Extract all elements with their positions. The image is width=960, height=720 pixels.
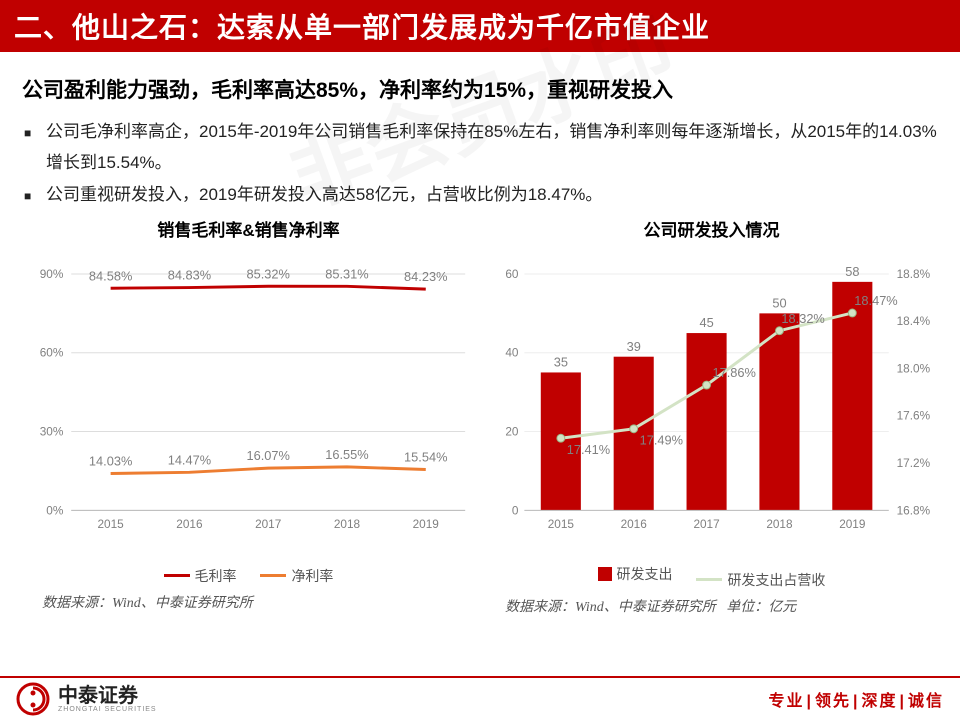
svg-text:2017: 2017 — [255, 517, 281, 531]
svg-text:16.55%: 16.55% — [325, 447, 368, 462]
bullet-item: 公司重视研发投入，2019年研发投入高达58亿元，占营收比例为18.47%。 — [24, 179, 938, 210]
chart-margin-rates: 销售毛利率&销售净利率 0% 30% 60% 90% 2015 2016 2017 2018 2… — [22, 216, 475, 616]
section-header: 二、他山之石：达索从单一部门发展成为千亿市值企业 — [0, 0, 960, 52]
svg-text:84.83%: 84.83% — [168, 268, 211, 283]
chart-title: 公司研发投入情况 — [485, 216, 938, 241]
svg-text:17.41%: 17.41% — [567, 442, 610, 457]
chart1-legend: 毛利率 净利率 — [22, 564, 475, 586]
svg-text:17.2%: 17.2% — [897, 456, 931, 470]
chart2-source: 数据来源：Wind、中泰证券研究所 单位：亿元 — [505, 596, 938, 616]
chart2-svg: 0 20 40 60 16.8% 17.2% 17.6% 18.0% 18.4% 18.8% 35 3… — [485, 247, 938, 557]
svg-text:2016: 2016 — [176, 517, 203, 531]
svg-text:2019: 2019 — [839, 517, 865, 531]
svg-text:2016: 2016 — [621, 517, 648, 531]
content: 公司盈利能力强劲，毛利率高达85%，净利率约为15%，重视研发投入 公司毛净利率… — [0, 52, 960, 616]
chart1-svg: 0% 30% 60% 90% 2015 2016 2017 2018 2019 84.58% 84.… — [22, 247, 475, 557]
brand-name-en: ZHONGTAI SECURITIES — [58, 706, 157, 713]
svg-text:20: 20 — [505, 425, 519, 439]
svg-text:35: 35 — [554, 355, 568, 370]
brand-name: 中泰证券 — [58, 686, 157, 706]
svg-text:18.4%: 18.4% — [897, 314, 931, 328]
chart1-source: 数据来源：Wind、中泰证券研究所 — [42, 592, 475, 612]
svg-text:2017: 2017 — [693, 517, 719, 531]
footer-slogan: 专业|领先|深度|诚信 — [768, 687, 944, 711]
svg-text:0%: 0% — [46, 504, 64, 518]
svg-text:60: 60 — [505, 267, 519, 281]
legend-line: 研发支出占营收 — [727, 570, 825, 590]
svg-text:18.8%: 18.8% — [897, 267, 931, 281]
legend-net: 净利率 — [291, 566, 333, 586]
svg-text:90%: 90% — [40, 267, 64, 281]
bullet-list: 公司毛净利率高企，2015年-2019年公司销售毛利率保持在85%左右，销售净利… — [22, 116, 938, 210]
svg-text:18.32%: 18.32% — [781, 311, 824, 326]
svg-text:39: 39 — [627, 339, 641, 354]
svg-text:58: 58 — [845, 264, 859, 279]
svg-text:16.07%: 16.07% — [246, 449, 289, 464]
svg-text:50: 50 — [772, 296, 786, 311]
logo-icon — [16, 682, 50, 716]
svg-text:17.86%: 17.86% — [712, 365, 755, 380]
svg-text:85.32%: 85.32% — [246, 267, 289, 282]
svg-text:16.8%: 16.8% — [897, 504, 931, 518]
svg-text:15.54%: 15.54% — [404, 450, 447, 465]
svg-text:2018: 2018 — [334, 517, 361, 531]
svg-text:2015: 2015 — [548, 517, 575, 531]
svg-text:2018: 2018 — [766, 517, 793, 531]
svg-text:30%: 30% — [40, 425, 64, 439]
svg-text:0: 0 — [512, 504, 519, 518]
footer: 中泰证券 ZHONGTAI SECURITIES 专业|领先|深度|诚信 — [0, 676, 960, 720]
chart-title: 销售毛利率&销售净利率 — [22, 216, 475, 241]
legend-bar: 研发支出 — [617, 564, 673, 584]
svg-text:18.0%: 18.0% — [897, 362, 931, 376]
svg-text:2019: 2019 — [413, 517, 439, 531]
bullet-item: 公司毛净利率高企，2015年-2019年公司销售毛利率保持在85%左右，销售净利… — [24, 116, 938, 179]
chart-rd: 公司研发投入情况 0 20 40 60 16.8% 17.2% 17.6% 18.0% 18.4… — [485, 216, 938, 616]
svg-text:14.47%: 14.47% — [168, 453, 211, 468]
svg-text:18.47%: 18.47% — [854, 293, 897, 308]
legend-gross: 毛利率 — [195, 566, 237, 586]
svg-text:85.31%: 85.31% — [325, 267, 368, 282]
svg-text:14.03%: 14.03% — [89, 454, 132, 469]
svg-text:40: 40 — [505, 346, 519, 360]
svg-text:60%: 60% — [40, 346, 64, 360]
svg-text:2015: 2015 — [98, 517, 125, 531]
brand-logo: 中泰证券 ZHONGTAI SECURITIES — [16, 682, 157, 716]
svg-text:84.23%: 84.23% — [404, 270, 447, 285]
chart2-legend: 研发支出 研发支出占营收 — [485, 564, 938, 590]
charts-row: 销售毛利率&销售净利率 0% 30% 60% 90% 2015 2016 2017 2018 2… — [22, 216, 938, 616]
svg-text:17.49%: 17.49% — [640, 433, 683, 448]
svg-text:84.58%: 84.58% — [89, 269, 132, 284]
svg-text:45: 45 — [699, 315, 713, 330]
svg-text:17.6%: 17.6% — [897, 409, 931, 423]
subtitle: 公司盈利能力强劲，毛利率高达85%，净利率约为15%，重视研发投入 — [22, 74, 938, 104]
